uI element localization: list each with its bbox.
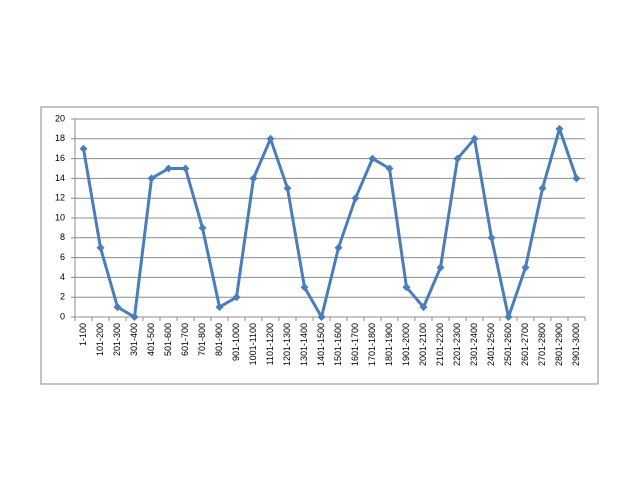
x-tick-label: 2801-2900	[554, 323, 564, 366]
x-tick-label: 2901-3000	[571, 323, 581, 366]
data-point	[453, 154, 462, 163]
y-tick-label: 20	[55, 113, 65, 123]
chart-frame	[40, 106, 599, 385]
data-point	[572, 174, 581, 183]
x-tick-label: 1401-1500	[316, 323, 326, 366]
data-point	[487, 233, 496, 242]
data-point	[181, 164, 190, 173]
y-tick-label: 14	[55, 173, 65, 183]
data-point	[504, 313, 513, 321]
x-tick-label: 801-900	[214, 323, 224, 356]
y-tick-label: 10	[55, 212, 65, 222]
x-tick-label: 1201-1300	[282, 323, 292, 366]
data-point	[419, 303, 428, 312]
data-point	[198, 223, 207, 232]
y-tick-label: 16	[55, 153, 65, 163]
data-point	[215, 303, 224, 312]
x-tick-label: 2701-2800	[537, 323, 547, 366]
data-point	[147, 174, 156, 183]
y-tick-label: 2	[60, 292, 65, 302]
data-point	[96, 243, 105, 252]
data-point	[351, 194, 360, 203]
x-tick-label: 2401-2500	[486, 323, 496, 366]
x-tick-label: 2101-2200	[435, 323, 445, 366]
x-tick-label: 1301-1400	[299, 323, 309, 366]
data-point	[79, 144, 88, 153]
x-tick-label: 1-100	[78, 323, 88, 346]
data-point	[232, 293, 241, 302]
x-tick-label: 1901-2000	[401, 323, 411, 366]
data-point	[266, 134, 275, 143]
x-tick-label: 1101-1200	[265, 323, 275, 365]
x-tick-label: 701-800	[197, 323, 207, 356]
data-point	[368, 154, 377, 163]
x-tick-label: 401-500	[146, 323, 156, 356]
x-tick-label: 101-200	[95, 323, 105, 356]
x-tick-label: 1601-1700	[350, 323, 360, 366]
x-tick-label: 2001-2100	[418, 323, 428, 366]
data-point	[436, 263, 445, 272]
x-tick-label: 2601-2700	[520, 323, 530, 366]
y-tick-label: 18	[55, 133, 65, 143]
x-tick-label: 1701-1800	[367, 323, 377, 366]
data-point	[402, 283, 411, 292]
data-point	[164, 164, 173, 173]
y-tick-label: 6	[60, 252, 65, 262]
data-line	[82, 127, 578, 319]
data-point	[538, 184, 547, 193]
data-point	[130, 313, 139, 321]
data-point	[283, 184, 292, 193]
y-tick-label: 4	[60, 272, 65, 282]
data-point	[334, 243, 343, 252]
data-point	[470, 134, 479, 143]
x-tick-label: 2201-2300	[452, 323, 462, 366]
x-tick-label: 201-300	[112, 323, 122, 356]
y-tick-label: 0	[60, 311, 65, 321]
x-tick-label: 2301-2400	[469, 323, 479, 366]
data-point	[300, 283, 309, 292]
x-tick-label: 501-600	[163, 323, 173, 356]
data-point	[317, 313, 326, 321]
data-point	[555, 124, 564, 133]
y-tick-label: 12	[55, 193, 65, 203]
x-tick-label: 901-1000	[231, 323, 241, 361]
y-tick-label: 8	[60, 232, 65, 242]
data-point	[521, 263, 530, 272]
data-point	[249, 174, 258, 183]
x-tick-label: 601-700	[180, 323, 190, 356]
x-tick-label: 1001-1100	[248, 323, 258, 365]
x-tick-label: 2501-2600	[503, 323, 513, 366]
data-point	[113, 303, 122, 312]
data-point	[385, 164, 394, 173]
x-tick-label: 1801-1900	[384, 323, 394, 366]
x-tick-label: 1501-1600	[333, 323, 343, 366]
x-tick-label: 301-400	[129, 323, 139, 356]
